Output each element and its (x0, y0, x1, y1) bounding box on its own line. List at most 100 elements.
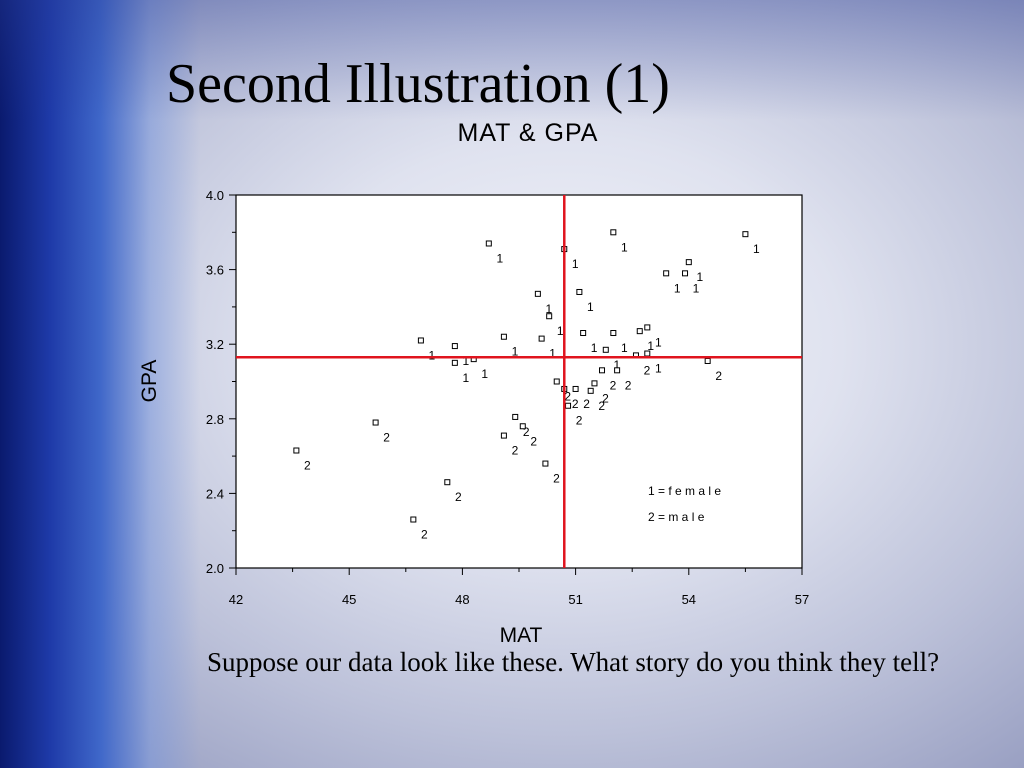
data-point-label: 2 (564, 390, 571, 404)
data-point-label: 2 (576, 414, 583, 428)
data-point-label: 1 (512, 345, 519, 359)
data-point-label: 2 (602, 391, 609, 405)
data-point-label: 2 (644, 363, 651, 377)
x-axis-label: MAT (500, 624, 543, 647)
data-point-label: 1 (463, 354, 470, 368)
data-point-label: 1 (587, 300, 594, 314)
data-point-marker (512, 413, 519, 420)
data-point-marker (587, 387, 594, 394)
data-point-marker (565, 402, 572, 409)
data-point-marker (682, 270, 689, 277)
y-tick-label: 2.4 (206, 486, 224, 501)
background-swoosh (0, 0, 200, 768)
data-point-label: 2 (421, 528, 428, 542)
data-point-label: 2 (455, 490, 462, 504)
data-point-marker (614, 367, 621, 374)
data-point-label: 2 (553, 472, 560, 486)
x-tick-label: 51 (568, 592, 582, 607)
y-tick-label: 3.2 (206, 337, 224, 352)
data-point-label: 1 (693, 281, 700, 295)
data-point-marker (538, 335, 545, 342)
background-glow (0, 0, 1024, 120)
data-point-marker (542, 460, 549, 467)
data-point-marker (417, 337, 424, 344)
data-point-label: 1 (753, 242, 760, 256)
slide-caption: Suppose our data look like these. What s… (207, 647, 940, 677)
data-point-label: 2 (598, 399, 605, 413)
data-point-label: 1 (621, 341, 628, 355)
data-point-marker (546, 313, 553, 320)
data-point-label: 2 (530, 434, 537, 448)
data-point-marker (576, 288, 583, 295)
data-point-label: 1 (572, 257, 579, 271)
data-point-marker (602, 346, 609, 353)
data-point-label: 2 (523, 425, 530, 439)
data-point-marker (742, 231, 749, 238)
data-point-marker (636, 328, 643, 335)
slide-title: Second Illustration (1) (166, 53, 670, 115)
data-point-label: 1 (647, 339, 654, 353)
data-point-label: 2 (383, 431, 390, 445)
x-tick-label: 57 (795, 592, 809, 607)
data-point-label: 2 (715, 369, 722, 383)
data-point-marker (444, 479, 451, 486)
data-point-label: 1 (463, 371, 470, 385)
y-axis: 2.0 2.4 2.8 3.2 3.6 4.0 (206, 188, 236, 576)
data-point-marker (534, 290, 541, 297)
data-point-label: 1 (696, 270, 703, 284)
legend-female: 1 = f e m a l e (648, 484, 721, 498)
data-point-marker (553, 378, 560, 385)
y-tick-label: 4.0 (206, 188, 224, 203)
chart-title: MAT & GPA (458, 119, 599, 147)
y-tick-label: 2.0 (206, 561, 224, 576)
x-axis: 42 45 48 51 54 57 (229, 568, 809, 607)
data-point-marker (610, 330, 617, 337)
data-point-marker (644, 350, 651, 357)
data-point-marker (644, 324, 651, 331)
data-point-label: 1 (591, 341, 598, 355)
data-point-marker (500, 432, 507, 439)
data-point-marker (500, 333, 507, 340)
x-tick-label: 42 (229, 592, 243, 607)
x-tick-label: 48 (455, 592, 469, 607)
data-point-marker (591, 380, 598, 387)
x-tick-label: 54 (682, 592, 696, 607)
legend-male: 2 = m a l e (648, 510, 705, 524)
data-point-marker (663, 270, 670, 277)
data-point-label: 1 (549, 347, 556, 361)
data-point-marker (451, 359, 458, 366)
data-point-label: 1 (621, 240, 628, 254)
y-axis-label: GPA (138, 360, 161, 403)
data-point-label: 1 (546, 302, 553, 316)
y-tick-label: 3.6 (206, 263, 224, 278)
data-point-marker (372, 419, 379, 426)
data-point-marker (610, 229, 617, 236)
data-point-marker (485, 240, 492, 247)
data-point-marker (572, 385, 579, 392)
data-point-label: 2 (610, 378, 617, 392)
data-point-label: 2 (583, 397, 590, 411)
data-point-label: 2 (572, 397, 579, 411)
data-point-label: 1 (655, 362, 662, 376)
data-point-label: 1 (557, 324, 564, 338)
data-point-label: 1 (613, 358, 620, 372)
data-point-label: 2 (512, 444, 519, 458)
data-point-label: 1 (496, 251, 503, 265)
data-point-label: 2 (625, 378, 632, 392)
data-point-marker (410, 516, 417, 523)
data-point-marker (293, 447, 300, 454)
data-point-label: 1 (674, 281, 681, 295)
data-point-label: 1 (655, 335, 662, 349)
x-tick-label: 45 (342, 592, 356, 607)
data-point-marker (599, 367, 606, 374)
data-point-marker (519, 423, 526, 430)
y-tick-label: 2.8 (206, 412, 224, 427)
data-point-marker (704, 357, 711, 364)
data-point-label: 1 (429, 348, 436, 362)
data-point-marker (451, 343, 458, 350)
data-point-label: 1 (481, 367, 488, 381)
data-point-marker (580, 330, 587, 337)
data-point-marker (685, 259, 692, 266)
